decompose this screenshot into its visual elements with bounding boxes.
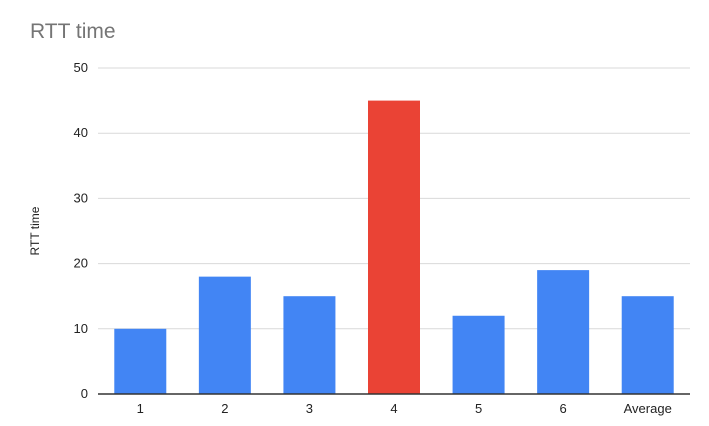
y-tick-label: 0 [81, 386, 88, 401]
bar-1[interactable] [114, 328, 167, 394]
y-tick-label: 50 [74, 60, 88, 75]
bar-average[interactable] [621, 296, 674, 394]
y-tick-label: 20 [74, 256, 88, 271]
bar-3[interactable] [283, 296, 336, 394]
chart-title: RTT time [30, 20, 116, 43]
bar-2[interactable] [198, 276, 251, 394]
y-tick-label: 10 [74, 321, 88, 336]
x-tick-label: 1 [137, 401, 144, 416]
bar-4[interactable] [368, 100, 420, 394]
bars [114, 100, 674, 394]
bar-5[interactable] [452, 315, 505, 394]
x-tick-label: 2 [221, 401, 228, 416]
y-axis-label: RTT time [28, 206, 42, 255]
x-tick-label: 6 [560, 401, 567, 416]
x-tick-label: Average [624, 401, 672, 416]
x-axis-ticks: 1 2 3 4 5 6 Average [137, 401, 672, 416]
x-tick-label: 4 [390, 401, 397, 416]
y-tick-label: 30 [74, 190, 88, 205]
y-tick-label: 40 [74, 125, 88, 140]
x-tick-label: 3 [306, 401, 313, 416]
x-tick-label: 5 [475, 401, 482, 416]
bar-6[interactable] [537, 270, 590, 394]
y-axis-ticks: 0 10 20 30 40 50 [74, 60, 88, 401]
